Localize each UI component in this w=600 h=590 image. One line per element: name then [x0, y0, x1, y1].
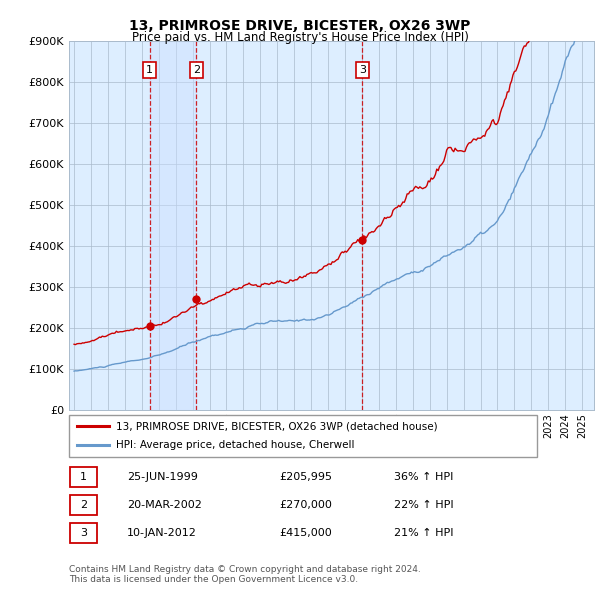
Text: 1: 1 — [146, 65, 153, 75]
Text: 3: 3 — [80, 528, 87, 538]
Text: £415,000: £415,000 — [279, 528, 332, 538]
Text: 3: 3 — [359, 65, 366, 75]
Text: £270,000: £270,000 — [279, 500, 332, 510]
Text: 13, PRIMROSE DRIVE, BICESTER, OX26 3WP: 13, PRIMROSE DRIVE, BICESTER, OX26 3WP — [130, 19, 470, 33]
FancyBboxPatch shape — [70, 467, 97, 487]
FancyBboxPatch shape — [69, 415, 537, 457]
Text: £205,995: £205,995 — [279, 473, 332, 482]
Text: 2: 2 — [193, 65, 200, 75]
FancyBboxPatch shape — [70, 523, 97, 543]
Text: 22% ↑ HPI: 22% ↑ HPI — [395, 500, 454, 510]
Text: 13, PRIMROSE DRIVE, BICESTER, OX26 3WP (detached house): 13, PRIMROSE DRIVE, BICESTER, OX26 3WP (… — [116, 421, 437, 431]
Text: HPI: Average price, detached house, Cherwell: HPI: Average price, detached house, Cher… — [116, 440, 354, 450]
FancyBboxPatch shape — [70, 495, 97, 516]
Text: 25-JUN-1999: 25-JUN-1999 — [127, 473, 197, 482]
Text: Contains HM Land Registry data © Crown copyright and database right 2024.
This d: Contains HM Land Registry data © Crown c… — [69, 565, 421, 584]
Bar — [150, 41, 196, 410]
Text: 1: 1 — [80, 473, 87, 482]
Text: Price paid vs. HM Land Registry's House Price Index (HPI): Price paid vs. HM Land Registry's House … — [131, 31, 469, 44]
Text: 36% ↑ HPI: 36% ↑ HPI — [395, 473, 454, 482]
Text: 21% ↑ HPI: 21% ↑ HPI — [395, 528, 454, 538]
Text: 2: 2 — [80, 500, 87, 510]
Text: 20-MAR-2002: 20-MAR-2002 — [127, 500, 202, 510]
Text: 10-JAN-2012: 10-JAN-2012 — [127, 528, 197, 538]
